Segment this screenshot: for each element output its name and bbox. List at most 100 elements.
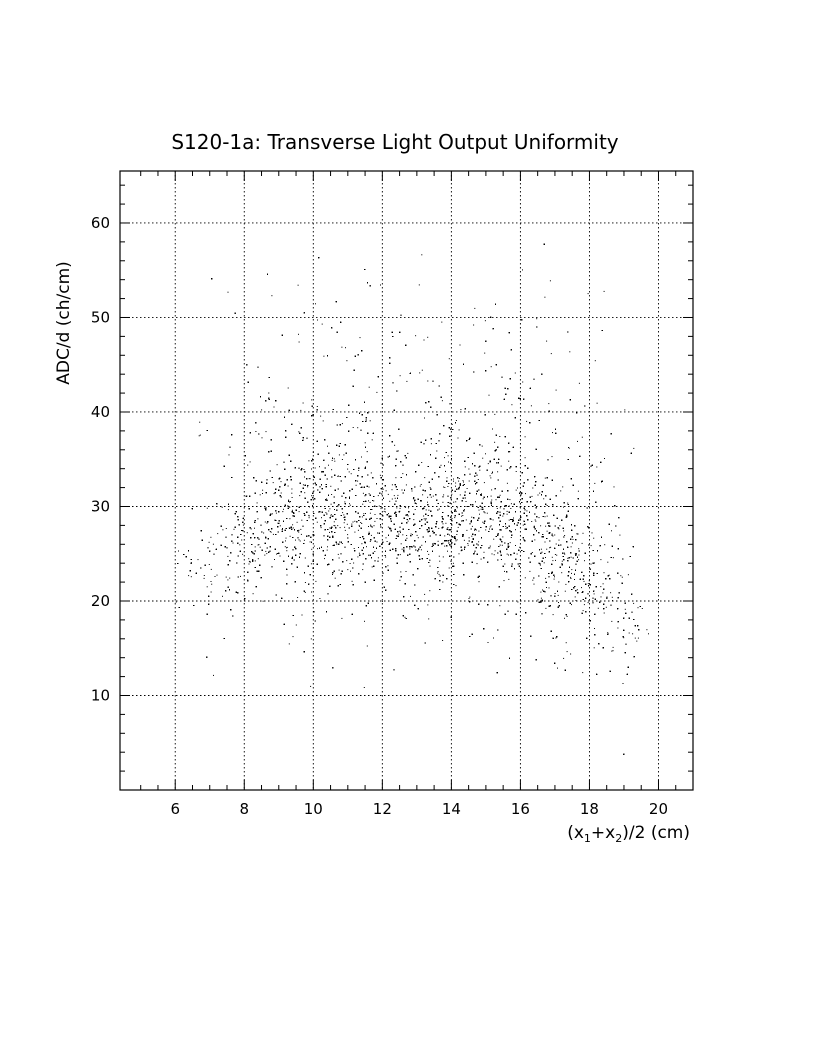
data-point	[345, 347, 346, 349]
data-point	[466, 488, 468, 489]
data-point	[555, 559, 556, 561]
data-point	[286, 546, 288, 548]
data-point	[515, 529, 516, 531]
data-point	[301, 519, 303, 521]
data-point	[538, 517, 540, 519]
data-point	[558, 539, 560, 541]
data-point	[438, 555, 440, 557]
data-point	[478, 530, 480, 532]
data-point	[280, 481, 282, 483]
data-point	[534, 539, 536, 541]
data-point	[567, 502, 569, 504]
data-point	[432, 532, 434, 534]
data-point	[333, 521, 335, 523]
data-point	[582, 672, 584, 674]
data-point	[542, 589, 543, 591]
data-point	[611, 620, 613, 622]
data-point	[297, 284, 299, 286]
data-point	[578, 548, 580, 550]
data-point	[583, 580, 585, 582]
data-point	[603, 290, 605, 292]
data-point	[396, 507, 398, 509]
data-point	[344, 501, 346, 503]
data-point	[441, 321, 443, 323]
data-point	[522, 381, 524, 383]
data-point	[428, 509, 430, 511]
data-point	[363, 687, 365, 688]
data-point	[304, 591, 306, 593]
data-point	[437, 540, 439, 542]
data-point	[416, 534, 418, 536]
data-point	[564, 590, 566, 592]
data-point	[603, 572, 605, 574]
data-point	[546, 340, 548, 342]
data-point	[489, 475, 491, 477]
data-point	[587, 602, 589, 604]
data-point	[453, 501, 455, 503]
data-point	[357, 556, 359, 558]
data-point	[362, 492, 364, 494]
data-point	[331, 459, 333, 461]
data-point	[510, 503, 512, 505]
data-point	[466, 529, 468, 531]
data-point	[328, 510, 330, 512]
data-point	[442, 523, 444, 525]
data-point	[264, 554, 266, 556]
data-point	[565, 583, 567, 585]
data-point	[343, 517, 345, 519]
data-point	[249, 461, 251, 463]
data-point	[554, 576, 555, 578]
data-point	[602, 583, 604, 585]
data-point	[510, 508, 512, 509]
data-point	[481, 445, 483, 447]
data-point	[197, 559, 199, 561]
data-point	[358, 469, 360, 471]
data-point	[499, 494, 501, 496]
data-point	[199, 421, 201, 423]
data-point	[429, 565, 431, 567]
data-point	[418, 284, 420, 286]
data-point	[412, 534, 413, 536]
data-point	[494, 413, 496, 415]
data-point	[371, 566, 373, 568]
data-point	[432, 543, 434, 545]
data-point	[519, 546, 521, 548]
data-point	[577, 440, 578, 442]
data-point	[283, 508, 284, 510]
data-point	[450, 523, 452, 524]
data-point	[545, 607, 547, 609]
data-point	[391, 484, 393, 486]
data-point	[602, 592, 604, 594]
data-point	[383, 510, 385, 512]
data-point	[222, 529, 224, 531]
data-point	[627, 574, 629, 576]
data-point	[451, 493, 453, 495]
data-point	[357, 480, 359, 482]
data-point	[446, 477, 448, 479]
data-point	[381, 514, 383, 515]
data-point	[286, 574, 288, 576]
data-point	[239, 544, 241, 546]
data-point	[578, 559, 580, 561]
data-point	[506, 513, 508, 515]
data-point	[516, 553, 518, 555]
data-point	[295, 624, 297, 626]
data-point	[429, 559, 431, 561]
data-point	[496, 508, 498, 509]
data-point	[532, 487, 534, 489]
data-point	[208, 541, 210, 543]
data-point	[508, 505, 510, 507]
data-point	[583, 604, 585, 606]
data-point	[429, 487, 431, 489]
data-point	[546, 505, 548, 506]
data-point	[432, 495, 434, 497]
data-point	[310, 563, 312, 565]
data-point	[311, 399, 313, 401]
data-point	[459, 494, 461, 496]
data-point	[499, 436, 501, 437]
data-point	[313, 490, 315, 492]
data-point	[468, 598, 470, 599]
data-point	[484, 320, 486, 322]
data-point	[536, 318, 538, 320]
data-point	[376, 391, 378, 393]
